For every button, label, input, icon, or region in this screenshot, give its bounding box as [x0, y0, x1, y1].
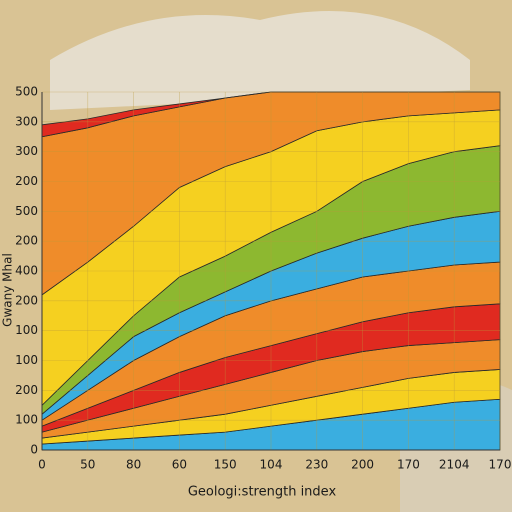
x-axis-title: Geologi:strength index — [188, 485, 337, 500]
x-tick-label: 170 — [397, 458, 420, 472]
y-tick-label: 200 — [15, 293, 38, 307]
y-tick-label: 200 — [15, 234, 38, 248]
y-tick-label: 500 — [15, 204, 38, 218]
x-tick-label: 200 — [351, 458, 374, 472]
y-tick-label: 500 — [15, 85, 38, 99]
rock-texture — [50, 11, 470, 110]
x-tick-label: 104 — [260, 458, 283, 472]
x-tick-label: 230 — [305, 458, 328, 472]
x-tick-label: 80 — [126, 458, 141, 472]
y-tick-label: 100 — [15, 323, 38, 337]
y-tick-label: 200 — [15, 383, 38, 397]
y-tick-label: 300 — [15, 144, 38, 158]
y-tick-label: 300 — [15, 114, 38, 128]
y-tick-label: 400 — [15, 264, 38, 278]
x-tick-label: 60 — [172, 458, 187, 472]
y-tick-label: 200 — [15, 174, 38, 188]
y-tick-label: 100 — [15, 353, 38, 367]
y-tick-label: 0 — [30, 443, 38, 457]
x-tick-label: 0 — [38, 458, 46, 472]
x-tick-label: 50 — [80, 458, 95, 472]
x-tick-label: 170 — [489, 458, 512, 472]
y-axis-title: Gwany Mhal — [1, 253, 15, 327]
y-tick-label: 100 — [15, 413, 38, 427]
x-tick-label: 150 — [214, 458, 237, 472]
x-tick-label: 2104 — [439, 458, 470, 472]
